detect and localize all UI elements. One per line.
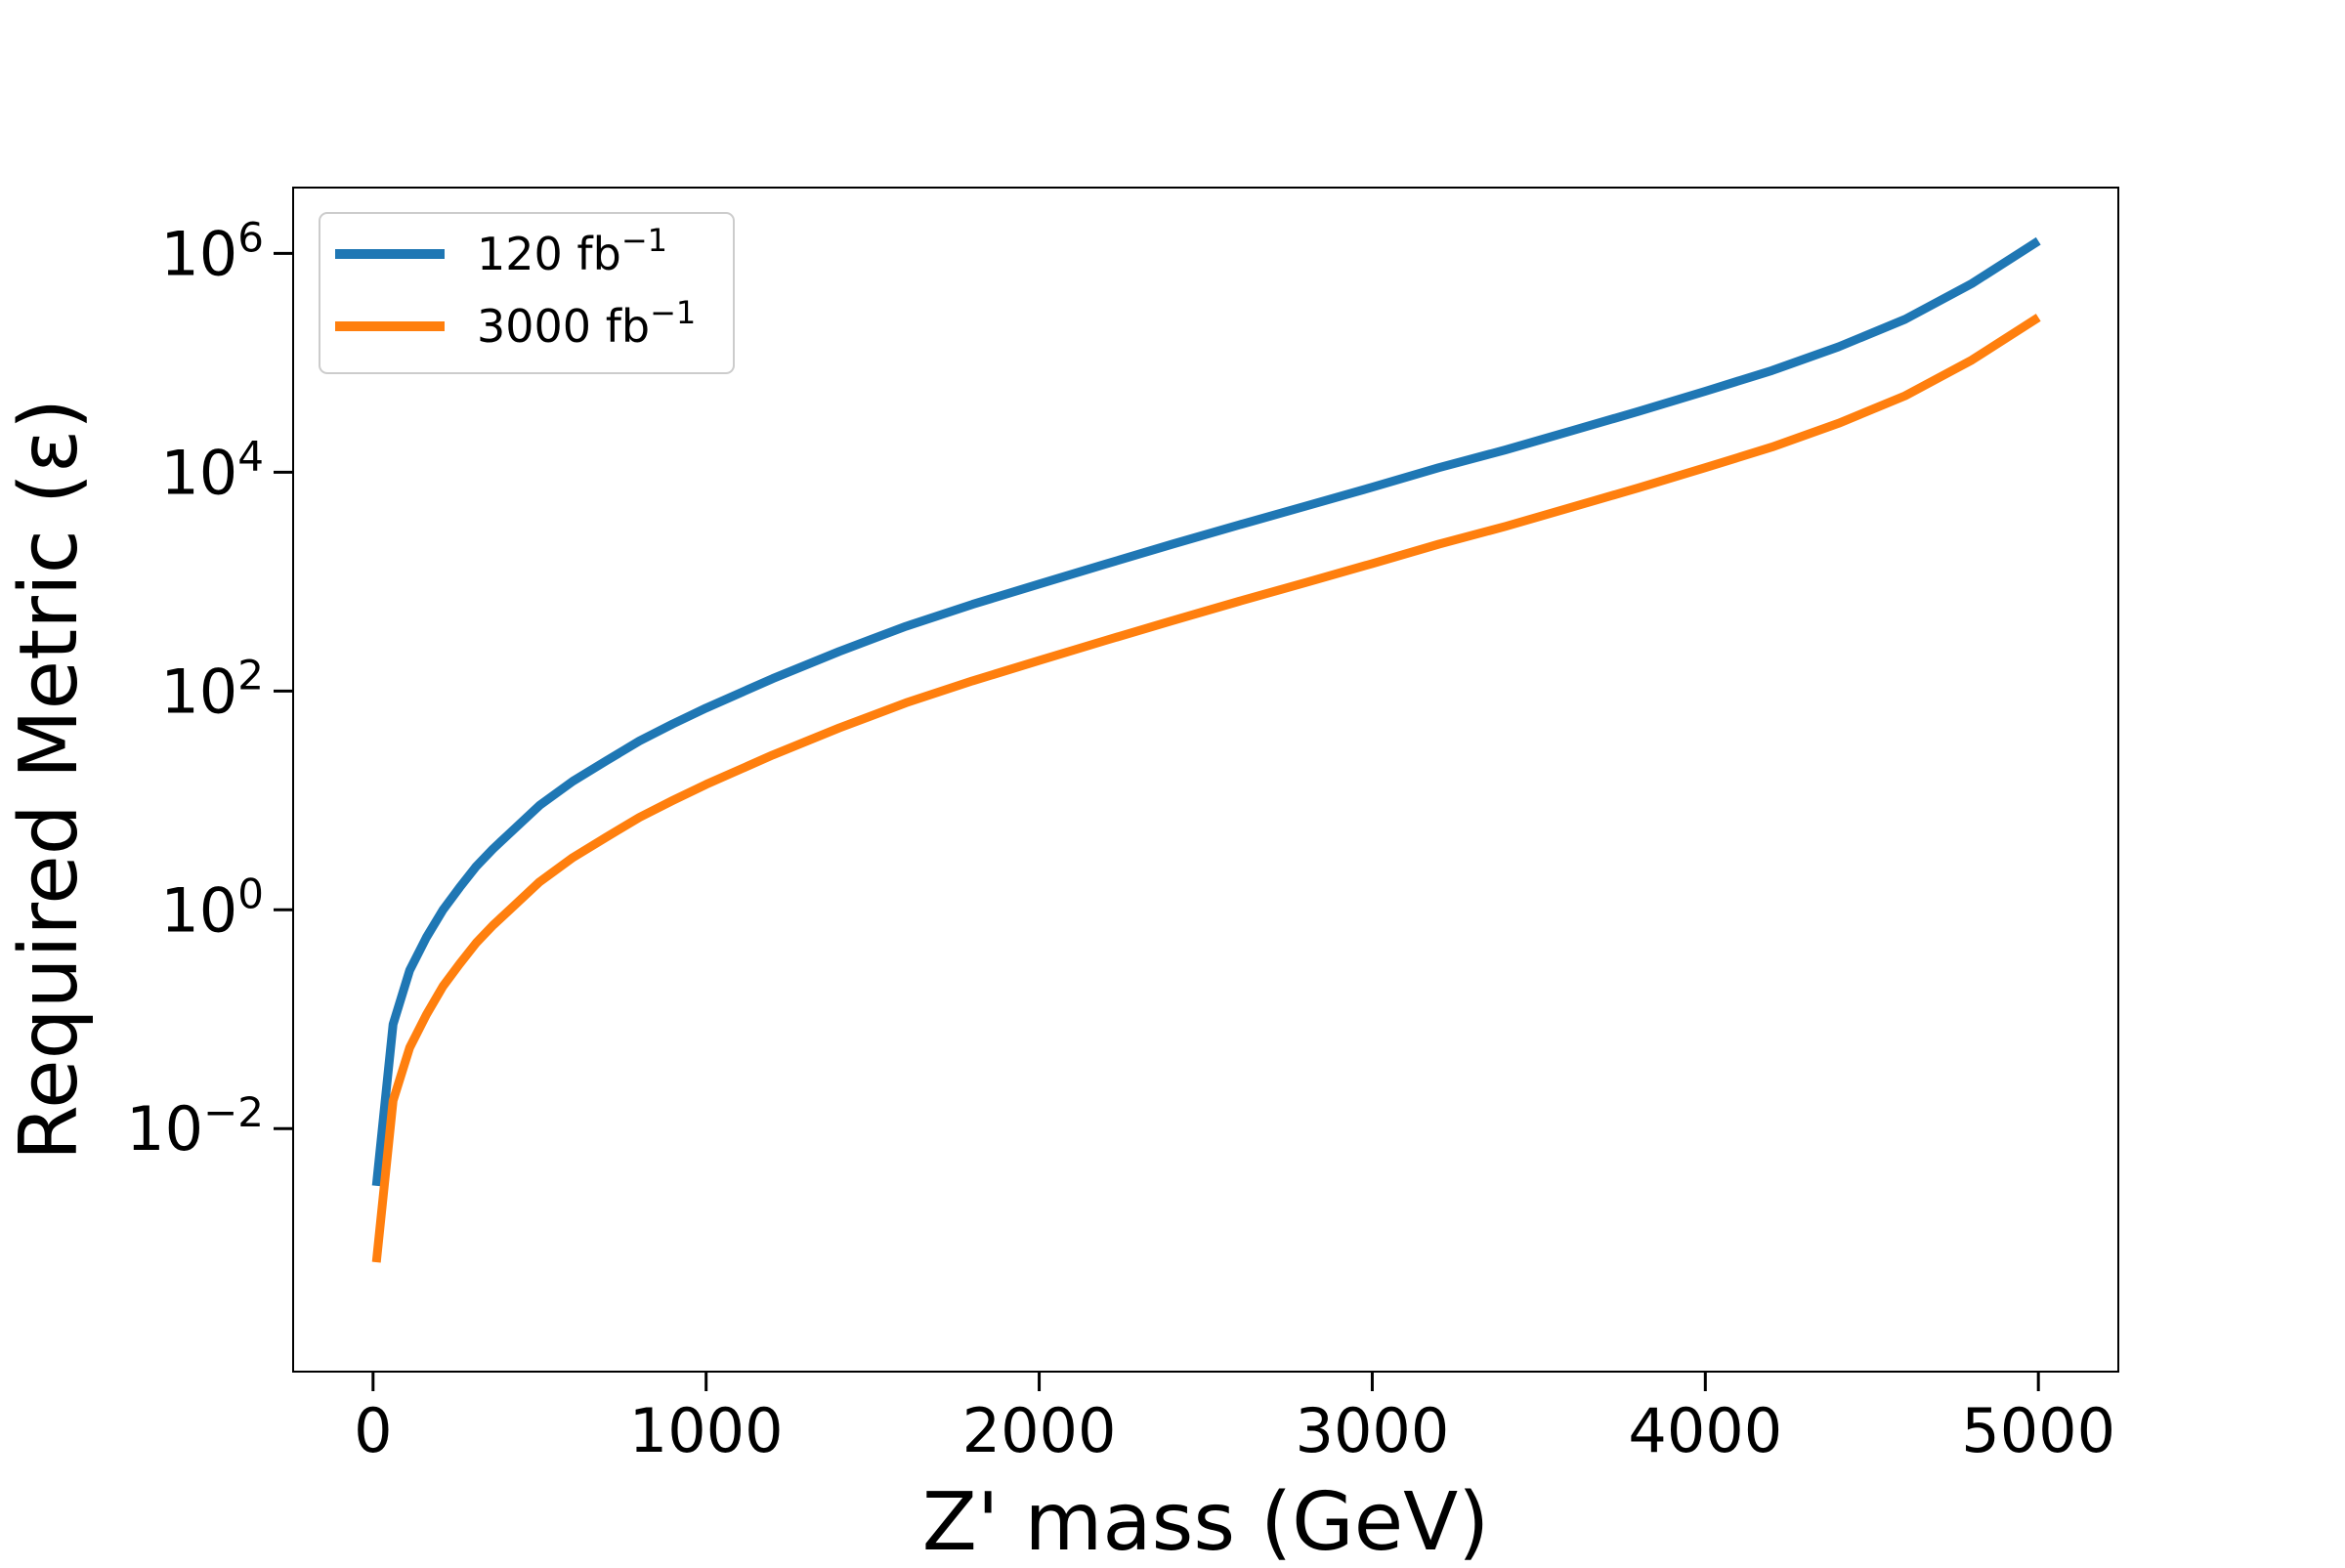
x-tick-label: 5000 — [1961, 1395, 2115, 1466]
x-axis-label: Z' mass (GeV) — [922, 1476, 1490, 1563]
legend-label-3000-sup: −1 — [650, 294, 696, 331]
x-tick-label: 2000 — [962, 1395, 1117, 1466]
x-tick-label: 4000 — [1628, 1395, 1782, 1466]
legend: 120 fb−1 3000 fb−1 — [320, 213, 734, 373]
x-tick-label: 3000 — [1296, 1395, 1450, 1466]
legend-label-120-text: 120 fb — [477, 228, 621, 280]
y-axis-label: Required Metric (ε) — [3, 399, 96, 1161]
x-tick-label: 0 — [354, 1395, 392, 1466]
legend-label-120-sup: −1 — [621, 222, 667, 259]
legend-label-3000-text: 3000 fb — [477, 300, 650, 353]
x-tick-label: 1000 — [629, 1395, 784, 1466]
